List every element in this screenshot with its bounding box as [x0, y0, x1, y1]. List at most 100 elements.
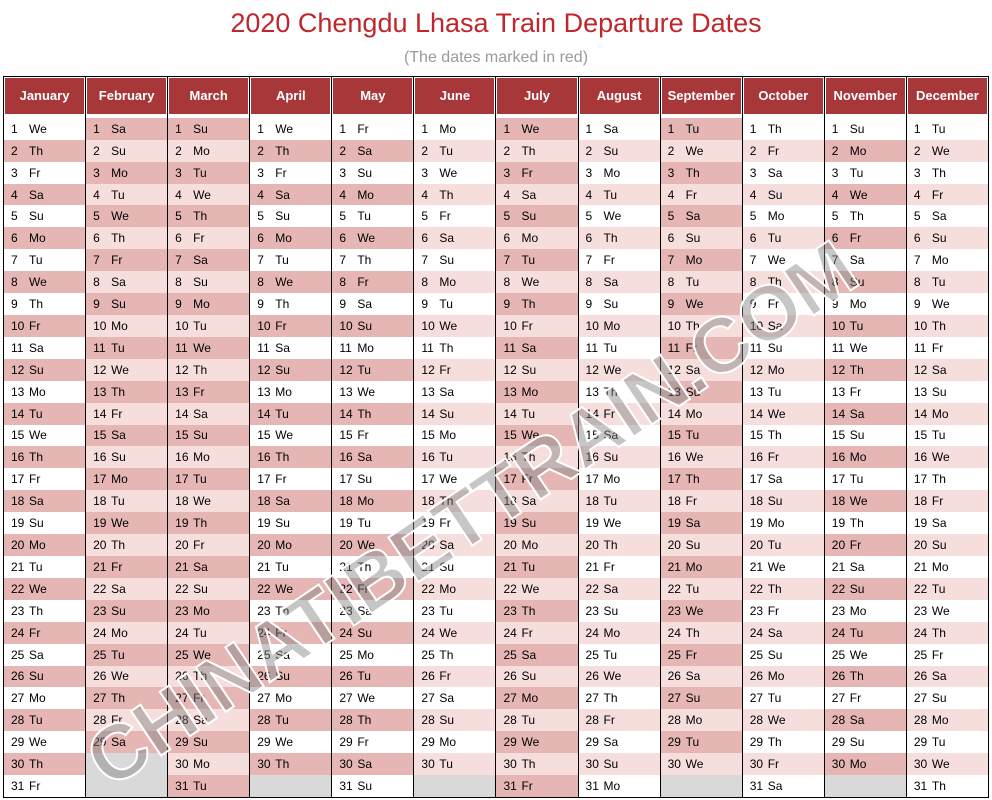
weekday-label: Th — [275, 603, 290, 618]
departure-date: 22 Su — [824, 577, 906, 600]
weekday-label: We — [521, 121, 540, 136]
day-number: 24 — [503, 625, 517, 640]
day-number: 1 — [93, 121, 100, 136]
day-number: 19 — [339, 516, 353, 531]
day-number: 9 — [257, 297, 264, 312]
day-number: 10 — [831, 318, 846, 333]
day-number: 5 — [913, 209, 921, 224]
day-number: 22 — [503, 581, 517, 596]
weekday-label: Tu — [111, 647, 125, 662]
day-number: 11 — [503, 340, 516, 355]
day-number: 24 — [421, 625, 435, 640]
weekday-label: Su — [275, 209, 290, 224]
departure-date: 2 Th — [4, 139, 86, 162]
weekday-label: Su — [357, 625, 372, 640]
departure-date: 23 Su — [86, 599, 168, 622]
weekday-label: Th — [685, 625, 700, 640]
date-cell: 15 Fr — [332, 424, 414, 447]
day-number: 28 — [175, 713, 189, 728]
weekday-label: Mo — [439, 121, 457, 136]
day-number: 8 — [913, 275, 921, 290]
weekday-label: Fr — [193, 691, 205, 706]
day-number: 30 — [11, 757, 25, 772]
month-header: August — [579, 78, 659, 114]
weekday-label: Sa — [603, 121, 619, 136]
weekday-label: Tu — [685, 428, 700, 443]
weekday-label: Su — [29, 669, 44, 684]
date-cell: 3 Sa — [742, 161, 824, 184]
weekday-label: Th — [357, 713, 372, 728]
day-number: 26 — [913, 669, 928, 684]
month-column-february: February 1 Sa 2 Su 3 Mo 4 Tu 5 We 6 Th 7 Fr 8 Sa 9 Su 10 Mo 1… — [86, 77, 169, 797]
date-cell: 28 Tu — [496, 709, 578, 732]
weekday-label: Sa — [849, 253, 865, 268]
departure-date: 3 Mo — [86, 161, 168, 184]
weekday-label: Th — [111, 384, 126, 399]
date-cell: 24 Th — [660, 621, 742, 644]
weekday-label: Su — [439, 406, 455, 421]
weekday-label: Su — [29, 209, 44, 224]
weekday-label: Mo — [439, 275, 457, 290]
date-cell: 15 Sa — [578, 424, 660, 447]
departure-date: 22 We — [250, 577, 332, 600]
weekday-label: Th — [521, 297, 536, 312]
day-number: 21 — [913, 559, 928, 574]
weekday-label: Sa — [685, 209, 701, 224]
weekday-label: Th — [931, 165, 946, 180]
departure-date: 27 Fr — [168, 687, 250, 710]
weekday-label: Su — [767, 494, 783, 509]
weekday-label: Mo — [193, 757, 210, 772]
departure-date: 15 Tu — [660, 424, 742, 447]
date-cell: 21 Th — [332, 555, 414, 578]
date-cell: 18 Fr — [906, 490, 988, 513]
day-number: 3 — [421, 165, 429, 180]
day-number: 28 — [667, 713, 681, 728]
weekday-label: Mo — [685, 253, 703, 268]
date-cell: 24 Th — [906, 621, 988, 644]
day-number: 2 — [503, 143, 511, 158]
weekday-label: We — [193, 647, 211, 662]
date-cell: 15 Mo — [414, 424, 496, 447]
weekday-label: Mo — [603, 778, 621, 793]
weekday-label: Mo — [357, 187, 374, 202]
departure-date: 15 Su — [168, 424, 250, 447]
departure-date: 12 Su — [4, 358, 86, 381]
date-cell: 19 Su — [4, 512, 86, 535]
date-cell: 16 Su — [578, 446, 660, 469]
weekday-label: Su — [685, 538, 701, 553]
departure-date: 22 Fr — [332, 577, 414, 600]
date-cell: 22 Sa — [578, 577, 660, 600]
weekday-label: Tu — [521, 406, 536, 421]
weekday-label: We — [685, 143, 704, 158]
weekday-label: Su — [111, 143, 126, 158]
departure-date: 9 Mo — [168, 293, 250, 315]
weekday-label: Sa — [111, 275, 126, 290]
weekday-label: Tu — [931, 581, 946, 596]
weekday-label: Fr — [111, 713, 123, 728]
date-cell: 9 We — [906, 293, 988, 315]
weekday-label: Mo — [603, 472, 621, 487]
day-number: 16 — [257, 450, 271, 465]
weekday-label: We — [439, 472, 458, 487]
day-number: 15 — [749, 428, 764, 443]
departure-date: 11 Tu — [86, 336, 168, 359]
weekday-label: Fr — [439, 669, 451, 684]
weekday-label: We — [767, 713, 786, 728]
date-cell: 22 Tu — [660, 577, 742, 600]
date-cell: 8 Su — [168, 271, 250, 294]
day-number: 16 — [11, 450, 25, 465]
departure-date: 22 We — [4, 577, 86, 600]
date-cell: 12 Sa — [906, 358, 988, 381]
day-number: 9 — [913, 297, 921, 312]
day-number: 14 — [831, 406, 846, 421]
departure-date: 20 Mo — [4, 534, 86, 556]
weekday-label: Th — [931, 472, 946, 487]
date-cell: 28 Fr — [578, 709, 660, 732]
weekday-label: Th — [521, 143, 536, 158]
weekday-label: Sa — [931, 516, 947, 531]
day-number: 17 — [749, 472, 764, 487]
day-number: 18 — [339, 494, 353, 509]
date-cell: 10 Fr — [496, 315, 578, 337]
day-number: 9 — [93, 297, 100, 312]
date-cell: 1 Su — [824, 117, 906, 140]
